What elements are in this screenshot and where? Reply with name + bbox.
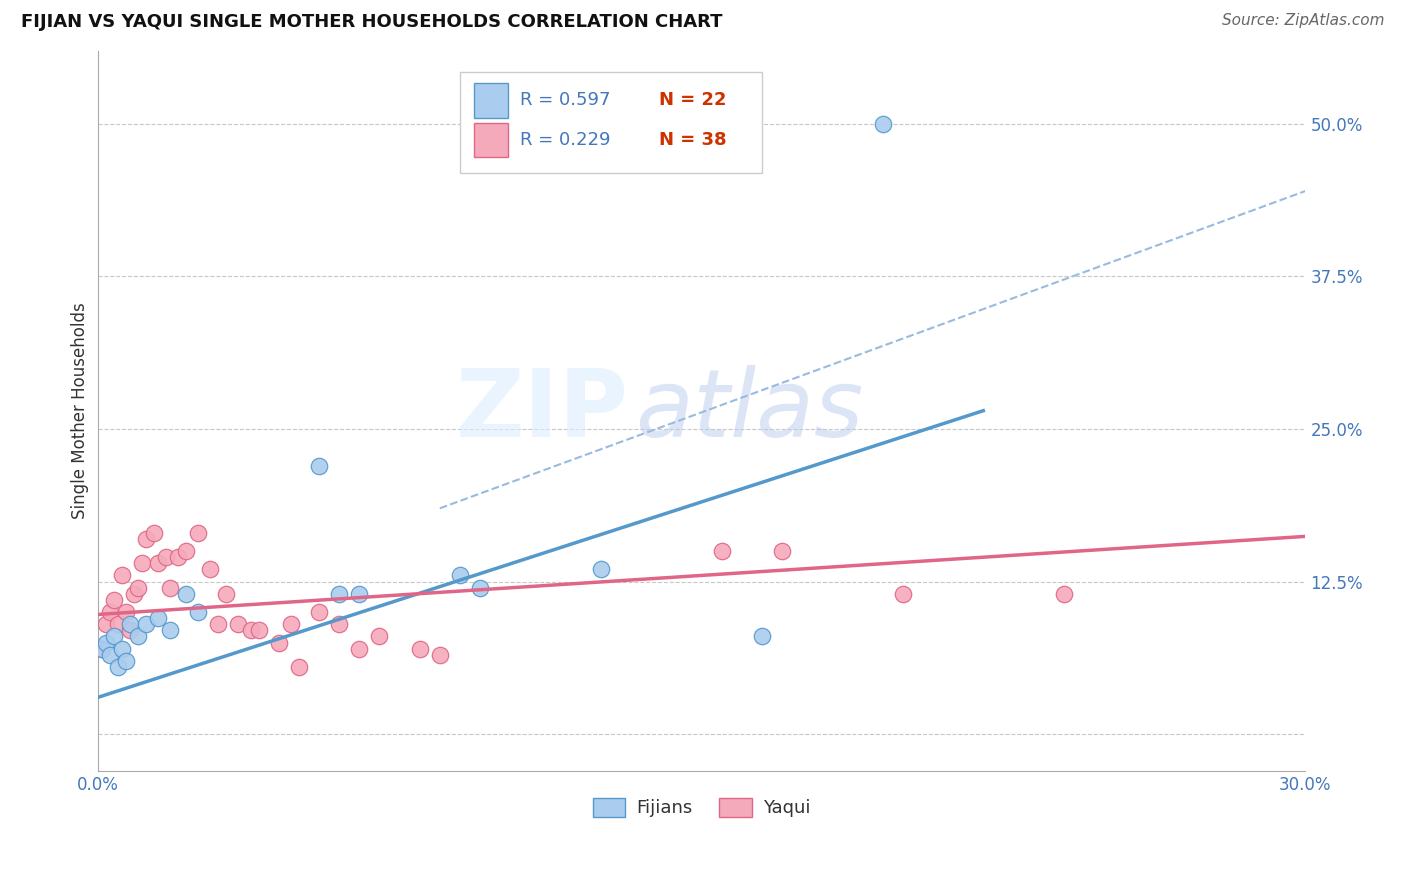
Point bbox=[187, 525, 209, 540]
Point bbox=[98, 605, 121, 619]
Point bbox=[308, 605, 330, 619]
Legend: Fijians, Yaqui: Fijians, Yaqui bbox=[583, 789, 820, 827]
Text: ZIP: ZIP bbox=[456, 365, 628, 457]
Point bbox=[429, 648, 451, 662]
Point bbox=[288, 660, 311, 674]
Point bbox=[770, 544, 793, 558]
Point bbox=[280, 617, 302, 632]
Point bbox=[449, 568, 471, 582]
Text: atlas: atlas bbox=[636, 365, 863, 456]
Point bbox=[174, 587, 197, 601]
Point bbox=[207, 617, 229, 632]
Point bbox=[118, 624, 141, 638]
Point bbox=[94, 635, 117, 649]
Point bbox=[167, 550, 190, 565]
Point bbox=[98, 648, 121, 662]
Text: N = 22: N = 22 bbox=[659, 91, 727, 110]
Point bbox=[94, 617, 117, 632]
Point bbox=[368, 630, 391, 644]
Point bbox=[159, 581, 181, 595]
Point bbox=[200, 562, 222, 576]
Text: N = 38: N = 38 bbox=[659, 131, 727, 149]
Point bbox=[267, 635, 290, 649]
Point bbox=[174, 544, 197, 558]
Point bbox=[90, 641, 112, 656]
Text: R = 0.597: R = 0.597 bbox=[520, 91, 610, 110]
Point bbox=[891, 587, 914, 601]
Point bbox=[107, 617, 129, 632]
Point bbox=[127, 581, 149, 595]
Point bbox=[135, 617, 157, 632]
Point bbox=[111, 641, 134, 656]
Point bbox=[146, 611, 169, 625]
Point bbox=[159, 624, 181, 638]
Point bbox=[155, 550, 177, 565]
Point bbox=[127, 630, 149, 644]
Point bbox=[122, 587, 145, 601]
Point bbox=[215, 587, 238, 601]
Bar bbox=[460, 72, 762, 173]
Y-axis label: Single Mother Households: Single Mother Households bbox=[72, 302, 89, 519]
Bar bbox=[474, 83, 508, 118]
Point bbox=[131, 556, 153, 570]
Point bbox=[187, 605, 209, 619]
Point bbox=[103, 592, 125, 607]
Point bbox=[142, 525, 165, 540]
Point bbox=[751, 630, 773, 644]
Point bbox=[239, 624, 262, 638]
Point bbox=[1053, 587, 1076, 601]
Point bbox=[228, 617, 250, 632]
Point bbox=[111, 568, 134, 582]
Text: R = 0.229: R = 0.229 bbox=[520, 131, 610, 149]
Point bbox=[107, 660, 129, 674]
Point bbox=[349, 587, 371, 601]
Text: FIJIAN VS YAQUI SINGLE MOTHER HOUSEHOLDS CORRELATION CHART: FIJIAN VS YAQUI SINGLE MOTHER HOUSEHOLDS… bbox=[21, 13, 723, 31]
Point bbox=[114, 654, 136, 668]
Point bbox=[872, 117, 894, 131]
Point bbox=[710, 544, 733, 558]
Point bbox=[328, 587, 350, 601]
Bar bbox=[474, 123, 508, 157]
Point bbox=[349, 641, 371, 656]
Point bbox=[328, 617, 350, 632]
Point bbox=[118, 617, 141, 632]
Point bbox=[114, 605, 136, 619]
Point bbox=[468, 581, 491, 595]
Point bbox=[103, 630, 125, 644]
Point bbox=[247, 624, 270, 638]
Point bbox=[90, 641, 112, 656]
Point bbox=[589, 562, 612, 576]
Point bbox=[135, 532, 157, 546]
Text: Source: ZipAtlas.com: Source: ZipAtlas.com bbox=[1222, 13, 1385, 29]
Point bbox=[308, 458, 330, 473]
Point bbox=[146, 556, 169, 570]
Point bbox=[408, 641, 430, 656]
